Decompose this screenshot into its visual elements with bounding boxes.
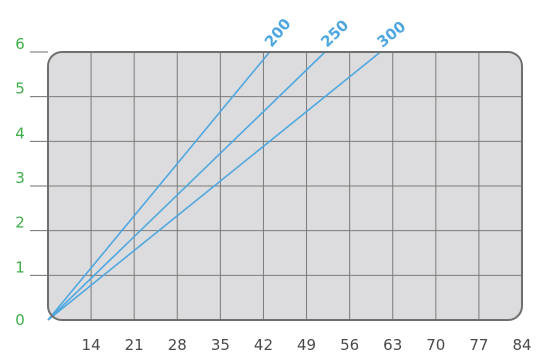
series-label-250: 250 bbox=[317, 16, 352, 51]
y-tick-label: 5 bbox=[15, 80, 25, 98]
series-label-200: 200 bbox=[261, 15, 295, 51]
grid-lines bbox=[48, 52, 522, 320]
y-tick-label: 1 bbox=[15, 258, 25, 276]
x-tick-label: 49 bbox=[297, 336, 316, 354]
series-labels: 200 250 300 bbox=[261, 15, 409, 51]
x-tick-label: 28 bbox=[168, 336, 187, 354]
x-tick-label: 21 bbox=[125, 336, 144, 354]
y-tick-label: 0 bbox=[15, 311, 25, 329]
x-tick-label: 42 bbox=[254, 336, 273, 354]
x-tick-label: 14 bbox=[82, 336, 101, 354]
x-tick-label: 70 bbox=[426, 336, 445, 354]
y-tick-label: 3 bbox=[15, 169, 25, 187]
x-tick-label: 63 bbox=[383, 336, 402, 354]
y-tick-label: 2 bbox=[15, 214, 25, 232]
series-line-200 bbox=[47, 51, 271, 321]
x-tick-label: 35 bbox=[211, 336, 230, 354]
x-tick-label: 77 bbox=[469, 336, 488, 354]
series-line-300 bbox=[47, 51, 381, 321]
series-label-300: 300 bbox=[374, 17, 410, 51]
y-axis-ticks: 0 1 2 3 4 5 6 bbox=[15, 35, 48, 329]
y-tick-label: 6 bbox=[15, 35, 25, 53]
x-tick-label: 84 bbox=[512, 336, 531, 354]
x-axis-ticks: 14 21 28 35 42 49 56 63 70 77 84 bbox=[82, 336, 532, 354]
y-tick-label: 4 bbox=[15, 124, 25, 142]
series-lines bbox=[47, 51, 381, 321]
x-tick-label: 56 bbox=[340, 336, 359, 354]
series-line-250 bbox=[47, 51, 326, 321]
